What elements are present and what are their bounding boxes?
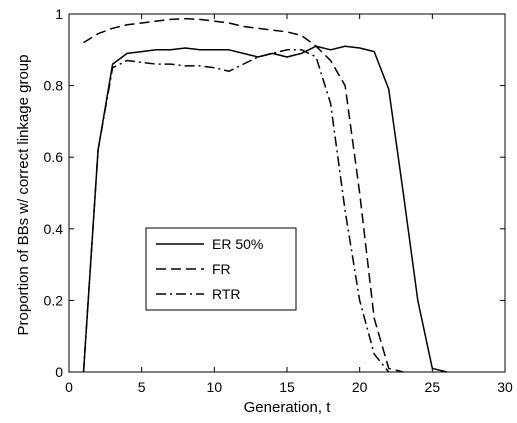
x-axis-label: Generation, t — [244, 399, 332, 416]
series-layer — [82, 17, 448, 373]
x-tick-label: 30 — [497, 379, 513, 395]
legend-label-0: ER 50% — [212, 236, 263, 252]
x-tick-label: 5 — [138, 379, 146, 395]
y-tick-label: 0 — [55, 364, 63, 380]
ticks-layer: 0 5 10 15 20 25 30 0 0.2 0.4 0.6 0.8 1 — [44, 6, 513, 395]
y-tick-label: 0.8 — [44, 78, 64, 94]
series-line-2 — [82, 49, 390, 373]
y-axis-label-group: Proportion of BBs w/ correct linkage gro… — [15, 55, 32, 336]
y-axis-label: Proportion of BBs w/ correct linkage gro… — [15, 55, 32, 336]
x-tick-label: 20 — [352, 379, 368, 395]
x-tick-label: 15 — [279, 379, 295, 395]
plot-area — [68, 13, 506, 373]
y-tick-label: 0.2 — [44, 292, 64, 308]
x-tick-label: 10 — [207, 379, 223, 395]
y-tick-label: 1 — [55, 6, 63, 22]
legend-label-1: FR — [212, 261, 231, 277]
legend: ER 50% FR RTR — [145, 227, 297, 311]
y-tick-label: 0.6 — [44, 149, 64, 165]
plot-frame — [68, 13, 506, 373]
legend-label-2: RTR — [212, 286, 241, 302]
x-tick-label: 25 — [425, 379, 441, 395]
y-tick-label: 0.4 — [44, 221, 64, 237]
x-tick-label: 0 — [65, 379, 73, 395]
